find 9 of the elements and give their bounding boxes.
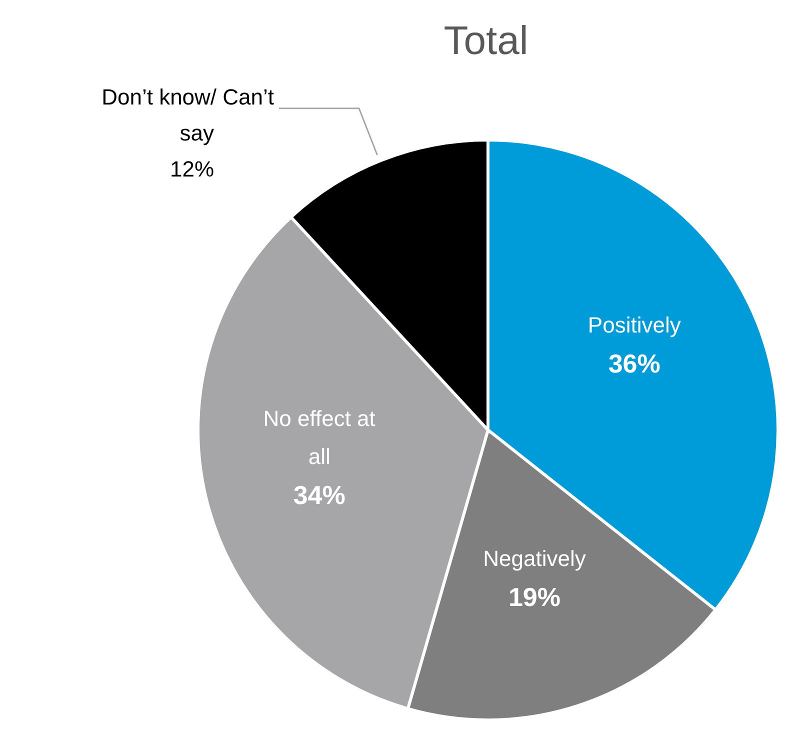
chart-title: Total [444,19,528,63]
data-label: 12% [170,156,214,182]
data-label: 36% [608,348,660,379]
slice-label: Don’t know/ Can’t say [102,84,274,146]
data-label: 34% [293,480,346,510]
slice-label: No effect at all [263,406,376,469]
slice-label: Positively [588,312,681,338]
data-label: 19% [508,582,560,612]
slice-label: Negatively [483,546,586,572]
